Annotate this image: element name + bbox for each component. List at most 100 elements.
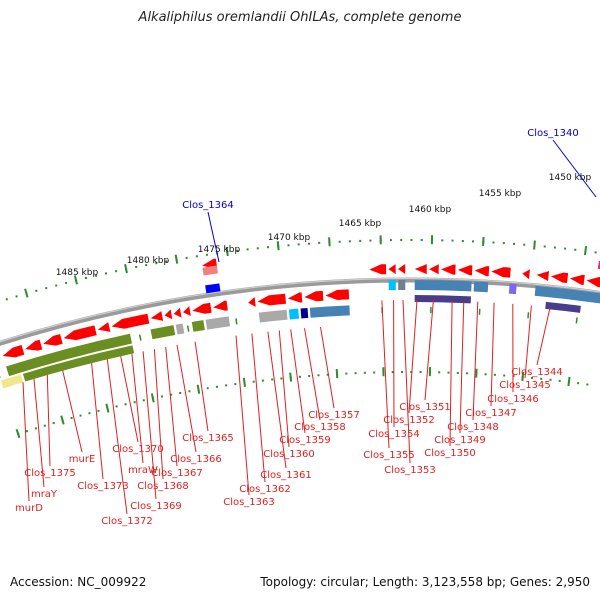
gene-arrow — [150, 311, 164, 321]
inner-ruler-dot — [26, 430, 28, 433]
gene-label: Clos_1347 — [465, 408, 517, 419]
gene-arrow — [491, 267, 511, 278]
ruler-dot — [236, 249, 239, 252]
ruler-dot — [195, 255, 198, 258]
label-leader-line — [194, 341, 209, 432]
inner-ruler-dot — [503, 374, 506, 377]
cog-band — [309, 305, 350, 318]
inner-ruler-dot — [493, 373, 496, 376]
gene-label: mraY — [31, 489, 58, 500]
inner-ruler-tick — [289, 372, 293, 382]
highlight-leader-line — [207, 211, 220, 263]
ruler-dot — [553, 246, 556, 249]
gene-arrow — [569, 274, 585, 286]
ruler-tick — [328, 237, 331, 247]
highlight-layer: Clos_1364 Clos_1340 — [182, 128, 600, 270]
ruler-dot — [400, 239, 403, 241]
cog-band — [191, 320, 205, 332]
gene-arrow — [457, 265, 473, 276]
label-leader-line — [251, 333, 266, 483]
ruler-dot — [513, 242, 515, 245]
inner-ruler-dot — [34, 427, 37, 430]
cog-band — [388, 280, 396, 291]
inner-ruler-dot — [484, 373, 487, 376]
inner-ruler-dot — [419, 371, 422, 373]
inner-ruler-tick — [567, 376, 571, 387]
label-leader-line — [33, 378, 45, 488]
accession-text: Accession: NC_009922 — [10, 575, 147, 589]
inner-ruler-dot — [308, 375, 311, 377]
ruler-dot — [287, 244, 290, 247]
gene-label: Clos_1365 — [182, 433, 234, 444]
inner-ruler-dot — [512, 375, 515, 378]
inner-ruler-dot — [261, 379, 264, 382]
ruler-tick — [124, 263, 128, 274]
cog-band — [202, 265, 218, 276]
ruler-label: 1450 kbp — [549, 173, 592, 183]
inner-ruler-dot — [124, 403, 127, 406]
gene-label: Clos_1366 — [170, 454, 222, 465]
cog-band — [398, 280, 406, 291]
label-leader-line — [62, 370, 83, 453]
inner-ruler-dot — [252, 380, 255, 383]
inner-ruler-dot — [271, 378, 274, 381]
gene-arrow — [388, 264, 396, 275]
ruler-label: 1480 kbp — [127, 256, 170, 266]
cog-band — [534, 285, 600, 304]
ruler-dot — [502, 242, 505, 245]
ruler-dot — [318, 241, 321, 244]
ruler-dot — [155, 262, 158, 265]
gene-arrow — [536, 271, 550, 281]
gene-label: Clos_1367 — [151, 468, 203, 479]
gene-label: Clos_1349 — [434, 435, 486, 446]
gene-arrow — [111, 313, 150, 329]
inner-ruler-dot — [142, 399, 145, 402]
ruler-tick — [73, 275, 78, 285]
cog-band — [0, 374, 24, 389]
label-leader-line — [46, 374, 51, 467]
inner-ruler-dot — [317, 374, 320, 377]
cog-band — [205, 316, 231, 330]
ruler-label: 1455 kbp — [479, 189, 522, 199]
inner-ruler-dot — [447, 371, 450, 374]
gene-arrow — [398, 264, 406, 275]
label-leader-line — [153, 349, 164, 480]
gene-arrow — [164, 309, 173, 320]
ruler-label: 1460 kbp — [409, 205, 452, 215]
gene-label: Clos_1351 — [399, 402, 451, 413]
label-leader-line — [536, 307, 551, 366]
ruler-dot — [307, 242, 310, 245]
gene-label: Clos_1346 — [487, 394, 539, 405]
inner-ruler-dot — [79, 414, 82, 417]
ruler-dot — [35, 289, 38, 292]
gene-label: Clos_1369 — [130, 501, 182, 512]
inner-ruler-tick — [196, 384, 201, 394]
gene-label: Clos_1362 — [239, 484, 291, 495]
cog-band — [258, 309, 288, 323]
gene-label: Clos_1355 — [363, 450, 415, 461]
gene-label: Clos_1353 — [384, 465, 436, 476]
ruler-tick — [533, 240, 536, 250]
gene-label: Clos_1354 — [368, 429, 420, 440]
highlighted-gene-marker — [597, 260, 600, 270]
cog-band — [473, 281, 489, 293]
inner-ruler-tick — [60, 415, 65, 425]
ruler-dot — [115, 270, 118, 273]
inner-ruler-tick — [521, 371, 525, 382]
gene-arrow — [474, 266, 490, 277]
ruler-dot — [65, 281, 68, 284]
cog-band — [150, 325, 176, 340]
inner-ruler-dot — [363, 371, 366, 374]
inner-ruler-dot — [170, 393, 173, 396]
inner-ruler-dot — [456, 371, 459, 374]
gene-arrow — [325, 289, 350, 300]
gene-arrow — [550, 272, 569, 284]
inner-ruler-dot — [206, 387, 209, 390]
label-leader-line — [290, 329, 306, 434]
ruler-dot — [492, 241, 495, 244]
ruler-dot — [410, 239, 413, 241]
gene-arrow — [414, 264, 427, 275]
gene-arrow — [183, 306, 191, 317]
inner-ruler-dot — [298, 375, 301, 378]
gene-label: Clos_1368 — [137, 481, 189, 492]
